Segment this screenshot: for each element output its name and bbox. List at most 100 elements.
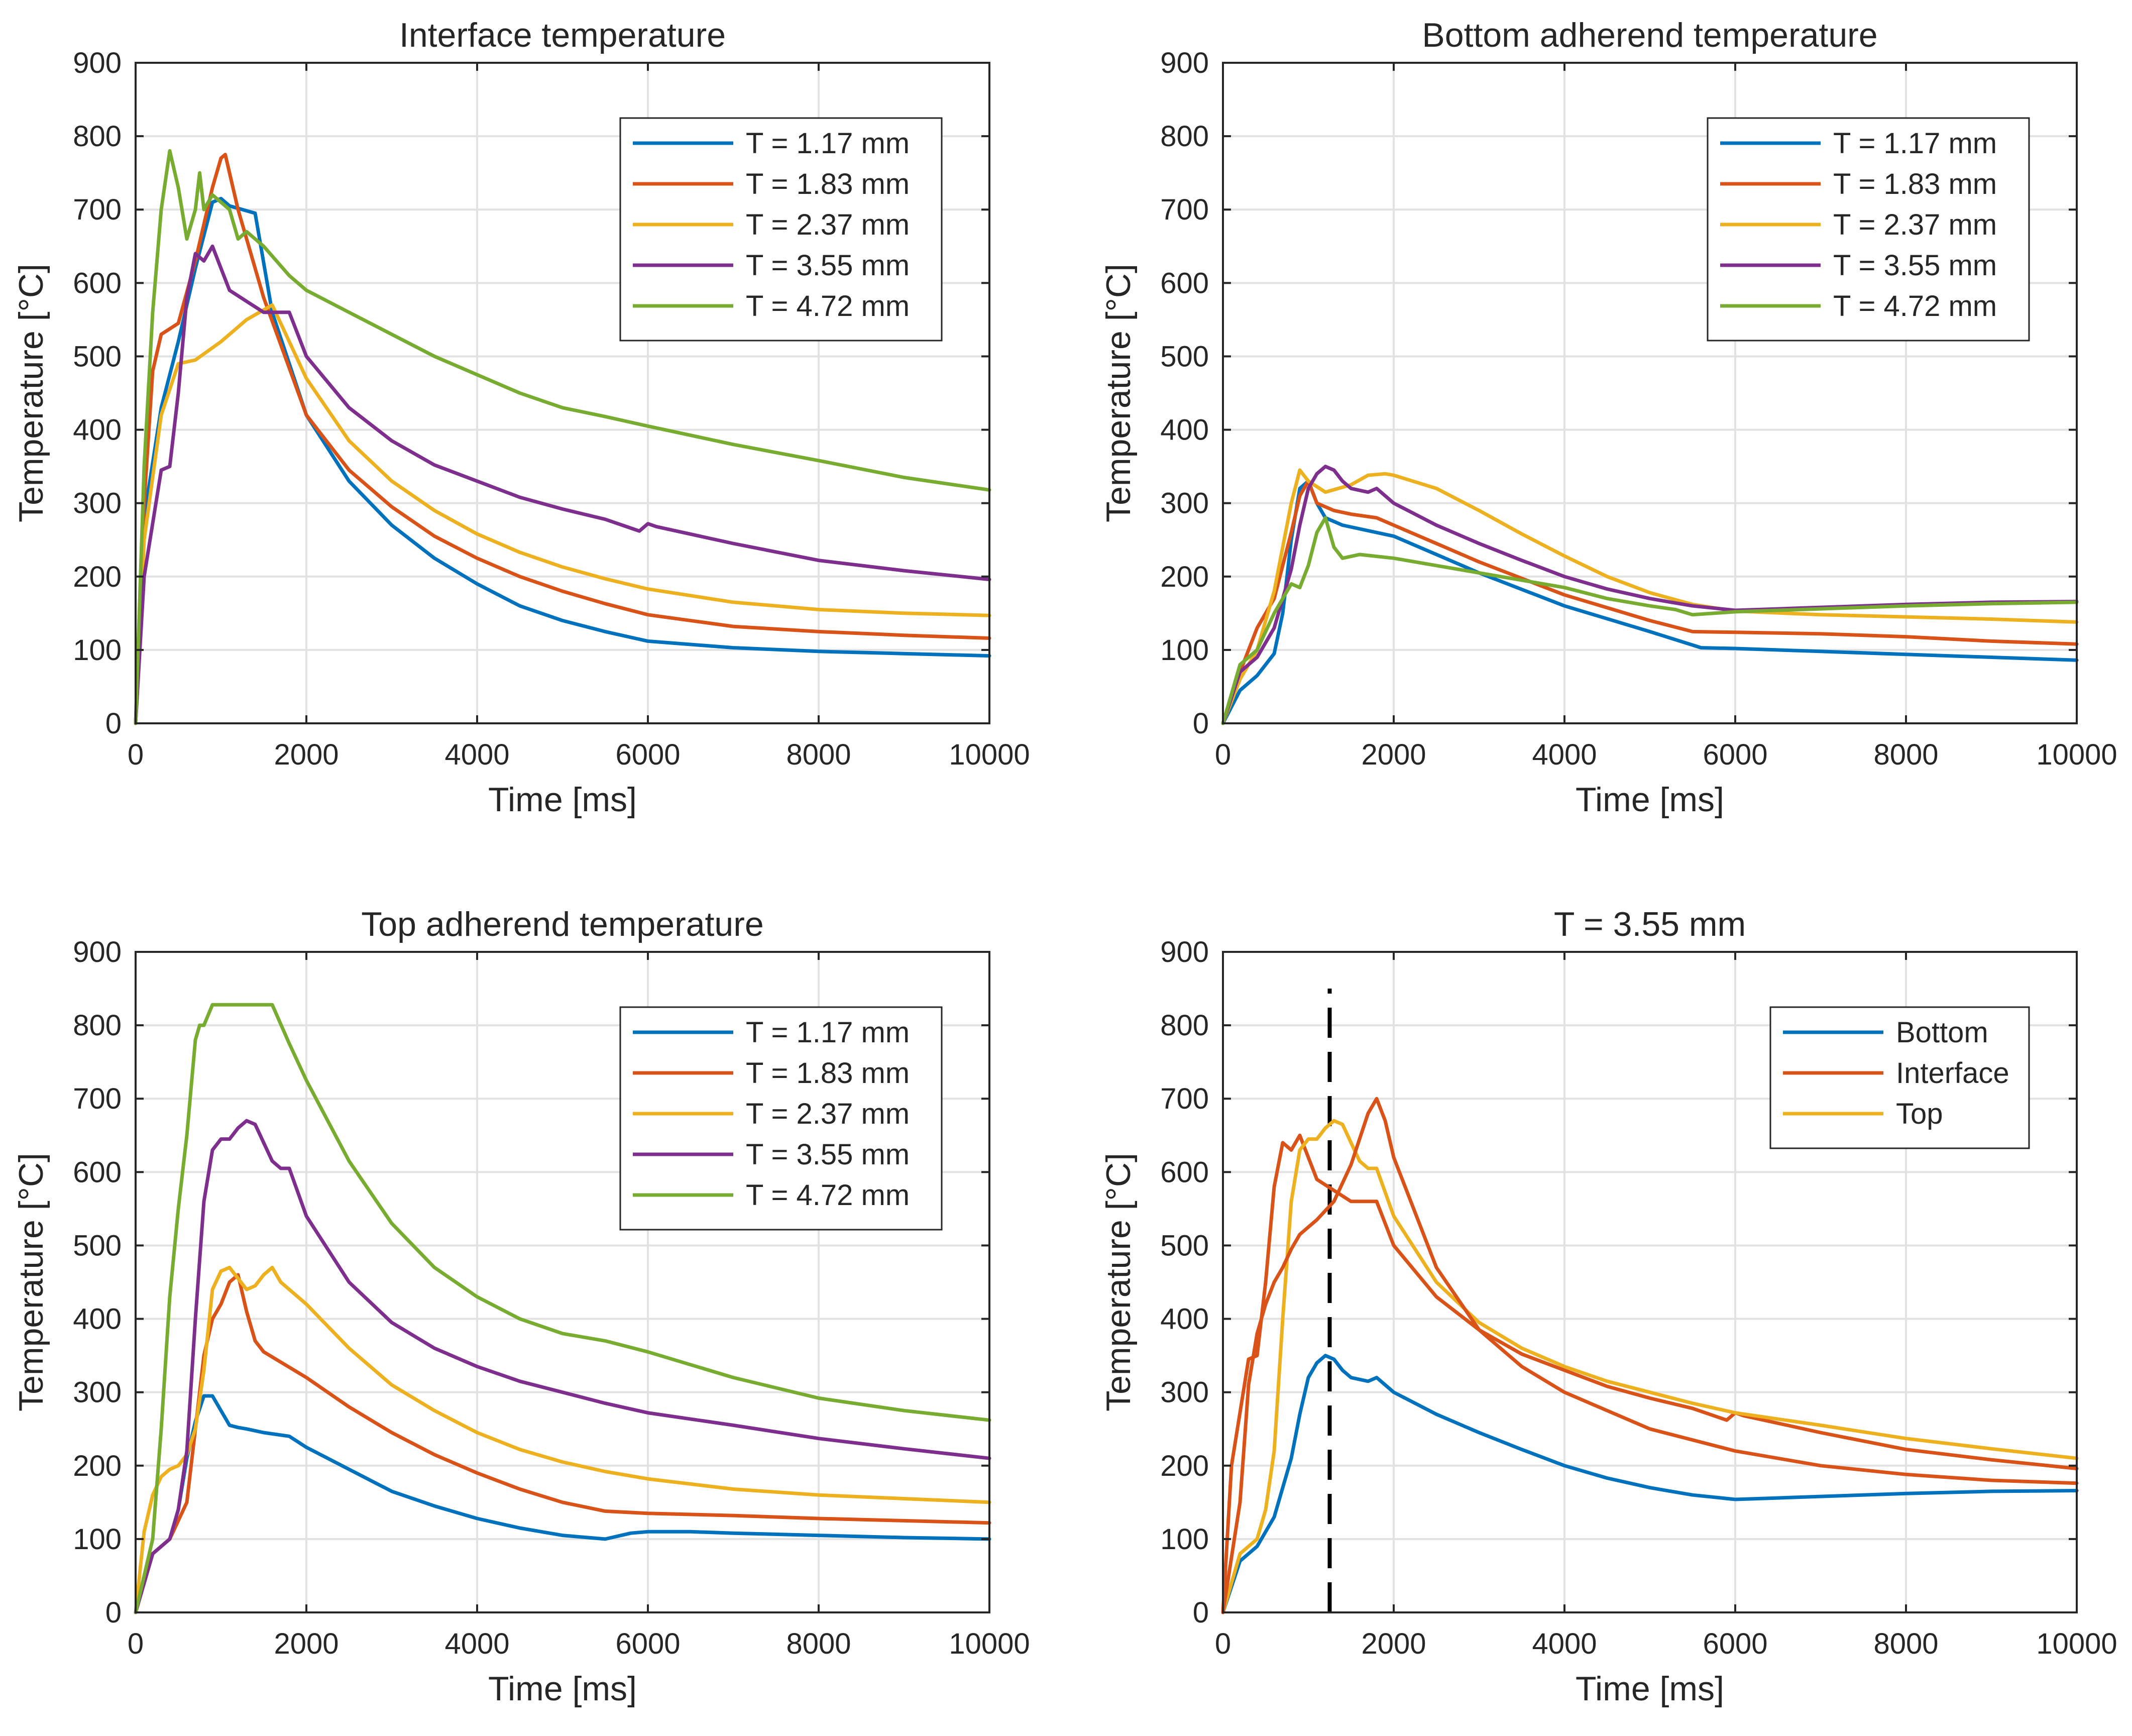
chart-1-legend: T = 1.17 mm T = 1.83 mm T = 2.37 mm T = 3.5… — [619, 117, 943, 342]
chart-4-y-tick-label: 600 — [1160, 1156, 1209, 1188]
chart-1: 0 2000 4000 6000 8000 10000 0 100 200 300 400 500 60… — [12, 16, 1030, 819]
chart-2-x-tick-label: 10000 — [2036, 738, 2117, 771]
chart-4-y-tick-label: 400 — [1160, 1303, 1209, 1336]
chart-3-y-tick-label: 200 — [73, 1450, 122, 1482]
chart-2-legend-label-t-3-55-mm: T = 3.55 mm — [1833, 249, 1997, 282]
chart-4-title: T = 3.55 mm — [1554, 905, 1746, 943]
chart-3-y-tick-label: 300 — [73, 1376, 122, 1409]
chart-3-x-tick-label: 0 — [128, 1627, 144, 1660]
chart-3-y-tick-label: 700 — [73, 1082, 122, 1115]
chart-2-x-tick-label: 2000 — [1361, 738, 1426, 771]
chart-2-y-tick-label: 700 — [1160, 193, 1209, 226]
chart-4-legend-label-bottom: Bottom — [1896, 1016, 1988, 1049]
chart-2-y-tick-label: 100 — [1160, 634, 1209, 667]
chart-3-legend-label-t-1-83-mm: T = 1.83 mm — [746, 1057, 910, 1090]
chart-2-y-tick-label: 500 — [1160, 340, 1209, 373]
chart-3-x-axis-label: Time [ms] — [488, 1670, 637, 1708]
chart-2-title: Bottom adherend temperature — [1422, 16, 1877, 54]
chart-3: 0 2000 4000 6000 8000 10000 0 100 200 300 400 500 60… — [12, 905, 1030, 1708]
chart-1-legend-label-t-4-72-mm: T = 4.72 mm — [746, 290, 910, 322]
chart-4-y-tick-label: 100 — [1160, 1523, 1209, 1556]
chart-4-x-tick-label: 2000 — [1361, 1627, 1426, 1660]
chart-3-x-tick-label: 10000 — [949, 1627, 1030, 1660]
chart-4-y-tick-label: 0 — [1193, 1596, 1209, 1629]
chart-2-legend-box — [1707, 117, 2030, 342]
chart-1-series-t-1-83-mm — [134, 153, 991, 725]
chart-1-y-tick-label: 400 — [73, 414, 122, 447]
chart-3-legend-label-t-3-55-mm: T = 3.55 mm — [746, 1138, 910, 1171]
chart-1-x-tick-label: 8000 — [786, 738, 851, 771]
chart-3-series-t-4-72-mm — [134, 1003, 991, 1614]
chart-4-y-tick-label: 200 — [1160, 1450, 1209, 1482]
chart-1-x-tick-label: 4000 — [444, 738, 509, 771]
chart-3-legend-box — [619, 1006, 943, 1231]
chart-4-series-bottom — [1221, 1354, 2079, 1614]
chart-2-series-t-1-83-mm — [1221, 479, 2079, 725]
chart-1-y-axis-label: Temperature [°C] — [12, 264, 50, 522]
chart-4-axes-frame — [1222, 951, 2078, 1613]
chart-1-y-tick-label: 600 — [73, 267, 122, 299]
chart-3-y-tick-label: 800 — [73, 1009, 122, 1042]
chart-1-y-tick-label: 0 — [105, 707, 122, 740]
chart-3-y-tick-label: 500 — [73, 1229, 122, 1262]
chart-3-x-tick-label: 8000 — [786, 1627, 851, 1660]
chart-1-x-tick-label: 0 — [128, 738, 144, 771]
chart-1-y-tick-label: 300 — [73, 487, 122, 520]
chart-1-y-tick-label: 100 — [73, 634, 122, 667]
chart-1-series-t-1-17-mm — [134, 196, 991, 725]
chart-3-y-tick-label: 0 — [105, 1596, 122, 1629]
chart-1-legend-box — [619, 117, 943, 342]
chart-2-legend-label-t-1-83-mm: T = 1.83 mm — [1833, 168, 1997, 200]
chart-4-x-tick-label: 6000 — [1703, 1627, 1767, 1660]
chart-2-x-tick-label: 4000 — [1532, 738, 1597, 771]
chart-3-y-axis-label: Temperature [°C] — [12, 1153, 50, 1412]
chart-3-legend-label-t-2-37-mm: T = 2.37 mm — [746, 1098, 910, 1130]
chart-3-x-tick-label: 2000 — [274, 1627, 339, 1660]
chart-1-legend-label-t-2-37-mm: T = 2.37 mm — [746, 208, 910, 241]
chart-2-y-axis-label: Temperature [°C] — [1099, 264, 1138, 522]
chart-2-x-axis-label: Time [ms] — [1576, 781, 1724, 819]
chart-2-legend-label-t-1-17-mm: T = 1.17 mm — [1833, 127, 1997, 160]
chart-4-y-tick-label: 900 — [1160, 936, 1209, 968]
chart-4-x-tick-label: 0 — [1215, 1627, 1231, 1660]
chart-4-legend-label-interface: Interface — [1896, 1057, 2009, 1090]
chart-4-legend-label-top: Top — [1896, 1098, 1943, 1130]
chart-4-y-tick-label: 700 — [1160, 1082, 1209, 1115]
chart-2-series-t-2-37-mm — [1221, 468, 2079, 725]
chart-3-y-tick-label: 900 — [73, 936, 122, 968]
chart-1-y-tick-label: 500 — [73, 340, 122, 373]
chart-3-series-t-1-17-mm — [134, 1394, 991, 1614]
chart-4-series-interface-secondary — [1221, 1097, 2079, 1614]
chart-2-x-tick-label: 0 — [1215, 738, 1231, 771]
chart-3-y-tick-label: 600 — [73, 1156, 122, 1188]
chart-1-x-tick-label: 10000 — [949, 738, 1030, 771]
chart-4-y-axis-label: Temperature [°C] — [1099, 1153, 1138, 1412]
chart-1-legend-label-t-3-55-mm: T = 3.55 mm — [746, 249, 910, 282]
chart-4-x-tick-label: 4000 — [1532, 1627, 1597, 1660]
chart-3-legend: T = 1.17 mm T = 1.83 mm T = 2.37 mm T = 3.5… — [619, 1006, 943, 1231]
chart-2-legend-label-t-2-37-mm: T = 2.37 mm — [1833, 208, 1997, 241]
chart-2-y-tick-label: 600 — [1160, 267, 1209, 299]
chart-4-y-tick-label: 800 — [1160, 1009, 1209, 1042]
chart-2-legend: T = 1.17 mm T = 1.83 mm T = 2.37 mm T = 3.5… — [1707, 117, 2030, 342]
chart-3-y-tick-label: 100 — [73, 1523, 122, 1556]
chart-2-y-tick-label: 400 — [1160, 414, 1209, 447]
chart-2-axes-frame — [1222, 62, 2078, 724]
chart-2-series-t-3-55-mm — [1221, 465, 2079, 725]
chart-2-y-tick-label: 800 — [1160, 120, 1209, 153]
chart-3-series-t-2-37-mm — [134, 1265, 991, 1614]
chart-1-legend-label-t-1-17-mm: T = 1.17 mm — [746, 127, 910, 160]
chart-2-legend-label-t-4-72-mm: T = 4.72 mm — [1833, 290, 1997, 322]
chart-1-series-t-3-55-mm — [134, 244, 991, 725]
chart-2-series-t-1-17-mm — [1221, 479, 2079, 725]
chart-1-y-tick-label: 700 — [73, 193, 122, 226]
chart-4: 0 2000 4000 6000 8000 10000 0 100 200 300 400 500 60… — [1099, 905, 2117, 1708]
chart-1-x-tick-label: 2000 — [274, 738, 339, 771]
chart-3-legend-label-t-4-72-mm: T = 4.72 mm — [746, 1179, 910, 1212]
chart-3-series-t-3-55-mm — [134, 1119, 991, 1614]
chart-4-series-interface — [1221, 1133, 2079, 1614]
chart-1-title: Interface temperature — [399, 16, 726, 54]
chart-2-y-tick-label: 300 — [1160, 487, 1209, 520]
chart-2-x-tick-label: 8000 — [1873, 738, 1938, 771]
